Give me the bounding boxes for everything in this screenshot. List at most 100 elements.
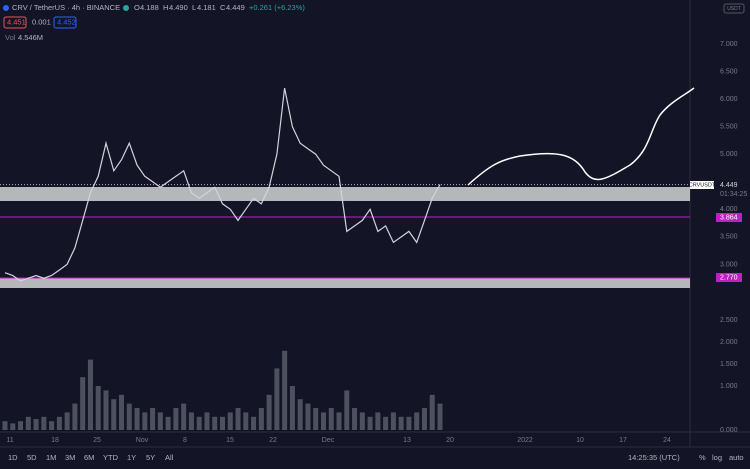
- volume-tick-label: 0.000: [720, 427, 738, 434]
- range-button[interactable]: 1D: [8, 453, 18, 462]
- volume-bar: [344, 390, 350, 430]
- volume-bar: [320, 412, 326, 430]
- volume-bar: [95, 386, 101, 430]
- price-tick-label: 5.500: [720, 124, 738, 131]
- volume-tick-label: 2.000: [720, 339, 738, 346]
- volume-bar: [33, 419, 39, 430]
- bid-box[interactable]: [3, 16, 27, 29]
- volume-bar: [367, 416, 373, 430]
- percent-toggle[interactable]: %: [699, 453, 706, 462]
- time-label: 18: [51, 437, 59, 444]
- volume-bar: [25, 416, 31, 430]
- ohlc-label: C: [220, 3, 226, 12]
- log-toggle[interactable]: log: [712, 453, 722, 462]
- ask-box[interactable]: [53, 16, 77, 29]
- volume-bar: [383, 416, 389, 430]
- symbol: CRV / TetherUS · 4h · BINANCE: [12, 3, 120, 12]
- time-label: 24: [663, 437, 671, 444]
- volume-bar: [173, 408, 179, 430]
- volume-bar: [142, 412, 148, 430]
- volume-bar: [126, 403, 132, 430]
- symbol-tag-box: [690, 181, 714, 189]
- volume-bar: [10, 423, 16, 430]
- volume-bar: [266, 394, 272, 430]
- volume-bar: [406, 416, 412, 430]
- price-tick-label: 4.000: [720, 206, 738, 213]
- range-button[interactable]: 1Y: [127, 453, 136, 462]
- ask[interactable]: 4.452: [57, 17, 76, 26]
- volume-bar: [235, 408, 241, 430]
- range-button[interactable]: 5D: [27, 453, 37, 462]
- time-label: 2022: [517, 437, 533, 444]
- volume-bar: [56, 416, 62, 430]
- price-tick-label: 6.000: [720, 96, 738, 103]
- volume-bar: [352, 408, 358, 430]
- price-tick-label: 3.500: [720, 234, 738, 241]
- symbol-icon: [3, 5, 9, 11]
- volume-bar: [437, 403, 443, 430]
- range-button[interactable]: 1M: [46, 453, 56, 462]
- volume-bar: [305, 403, 311, 430]
- time-label: 15: [226, 437, 234, 444]
- volume-bar: [375, 412, 381, 430]
- ohlc-label: H: [163, 3, 168, 12]
- volume-bar: [165, 416, 171, 430]
- time-label: Dec: [322, 437, 335, 444]
- time-label: 13: [403, 437, 411, 444]
- volume-bar: [134, 408, 140, 430]
- spread: 0.001: [32, 17, 51, 26]
- volume-bar: [414, 412, 420, 430]
- ohlc-label: L: [192, 3, 196, 12]
- projection-drawing: [467, 87, 695, 186]
- volume-bar: [188, 412, 194, 430]
- time-label: 22: [269, 437, 277, 444]
- volume-bar: [313, 408, 319, 430]
- volume-bar: [359, 412, 365, 430]
- last-price: 4.449: [720, 182, 738, 189]
- volume-bar: [328, 408, 334, 430]
- price-tick-label: 3.000: [720, 261, 738, 268]
- time-label: 10: [576, 437, 584, 444]
- time-label: 20: [446, 437, 454, 444]
- auto-toggle[interactable]: auto: [729, 453, 744, 462]
- range-button[interactable]: All: [165, 453, 174, 462]
- volume-tick-label: 2.500: [720, 317, 738, 324]
- volume-bar: [111, 399, 117, 430]
- volume-bar: [336, 412, 342, 430]
- price-tick-label: 5.000: [720, 151, 738, 158]
- time-label: Nov: [136, 437, 149, 444]
- volume-bar: [398, 416, 404, 430]
- range-button[interactable]: YTD: [103, 453, 119, 462]
- volume-bar: [103, 390, 109, 430]
- volume-bar: [41, 416, 47, 430]
- unit[interactable]: USDT: [727, 6, 741, 12]
- range-button[interactable]: 3M: [65, 453, 75, 462]
- volume-bar: [297, 399, 303, 430]
- ohlc-value: 4.449: [226, 3, 245, 12]
- vol-value: 4.546M: [18, 33, 43, 42]
- level-label: 2.770: [720, 274, 738, 281]
- volume-bar: [49, 421, 55, 430]
- range-button[interactable]: 5Y: [146, 453, 155, 462]
- unit-box[interactable]: [723, 3, 745, 14]
- time-label: 25: [93, 437, 101, 444]
- volume-bar: [196, 416, 202, 430]
- range-button[interactable]: 6M: [84, 453, 94, 462]
- level-label: 3.864: [720, 214, 738, 221]
- volume-bar: [220, 416, 225, 430]
- time-label: 17: [619, 437, 627, 444]
- level-tag: [716, 213, 742, 222]
- volume-bar: [289, 386, 295, 430]
- volume-bar: [227, 412, 233, 430]
- symbol-tag: CRVUSDT: [689, 182, 716, 188]
- bid[interactable]: 4.451: [7, 17, 26, 26]
- change: +0.261 (+6.23%): [249, 3, 305, 12]
- volume-bar: [2, 421, 8, 430]
- volume-bar: [251, 416, 257, 430]
- status-dot: [123, 5, 129, 11]
- volume-bar: [212, 416, 218, 430]
- ohlc-value: 4.181: [197, 3, 216, 12]
